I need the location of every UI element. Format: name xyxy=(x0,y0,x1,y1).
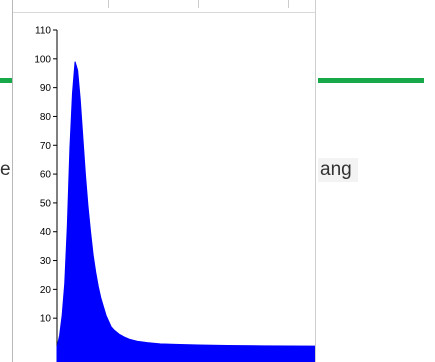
y-tick-label: 30 xyxy=(40,256,52,267)
strip-divider xyxy=(198,0,199,8)
y-tick-label: 70 xyxy=(40,141,52,152)
series-group xyxy=(56,61,315,362)
y-tick-label: 90 xyxy=(40,83,52,94)
accent-line-left xyxy=(0,78,14,83)
accent-line-right xyxy=(318,78,424,83)
window-top-strip xyxy=(13,0,315,13)
histogram-window: 10 20 30 40 50 60 70 80 90 100 110 xyxy=(12,0,316,362)
strip-divider xyxy=(108,0,109,8)
y-tick-label: 20 xyxy=(40,285,52,296)
background-text-right: ang xyxy=(318,158,358,182)
y-tick-label: 60 xyxy=(40,170,52,181)
y-axis-group: 10 20 30 40 50 60 70 80 90 100 110 xyxy=(34,26,58,362)
y-tick-label: 100 xyxy=(34,54,51,65)
y-tick-label: 80 xyxy=(40,112,52,123)
background-text-left: e xyxy=(0,159,11,180)
y-tick-label: 110 xyxy=(35,26,51,37)
y-tick-label: 10 xyxy=(40,314,52,325)
histogram-area-series-0 xyxy=(56,61,315,362)
y-tick-label: 50 xyxy=(40,198,52,209)
y-tick-label: 40 xyxy=(40,227,52,238)
strip-divider xyxy=(288,0,289,8)
histogram-chart: 10 20 30 40 50 60 70 80 90 100 110 xyxy=(34,26,315,362)
